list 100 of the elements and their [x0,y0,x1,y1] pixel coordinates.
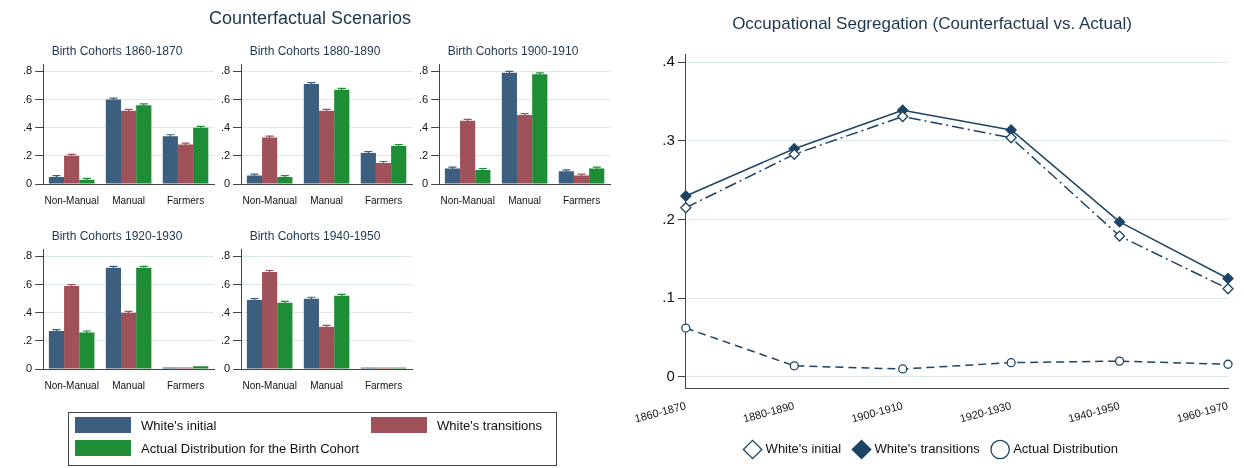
bar [517,115,533,184]
bar [319,326,335,369]
point [789,361,799,371]
bar [532,74,548,184]
y-tick-label: .2 [220,333,231,346]
bar [64,285,80,369]
bar [334,295,350,369]
y-tick-label: .4 [220,120,231,133]
y-tick-label: 0 [666,366,675,384]
y-tick-label: .6 [220,92,231,105]
chart-title: Birth Cohorts 1900-1910 [447,43,579,58]
bar [303,84,319,184]
x-tick-label: Farmers [166,194,205,206]
bar [444,168,461,184]
bar [105,267,121,369]
x-tick-label: Farmers [166,379,205,391]
point [1223,359,1233,369]
y-tick-label: 0 [224,177,231,190]
bar [193,127,209,184]
x-tick-label: Farmers [364,194,403,206]
x-tick-label: Manual [508,194,541,206]
chart-title: Birth Cohorts 1940-1950 [249,228,381,243]
bar [136,105,152,184]
x-tick-label: Manual [310,194,343,206]
y-tick-label: .4 [220,305,231,318]
bar [303,298,319,369]
bar [375,162,392,184]
legend-label: White's initial [765,441,842,457]
y-tick-label: .6 [220,277,231,290]
x-tick-label: Non-Manual [44,194,99,206]
point [1005,132,1017,144]
x-tick-label: Manual [310,379,343,391]
legend-label: White's initial [141,417,217,433]
bar [193,366,209,369]
bar [319,110,335,184]
bar [475,169,491,184]
y-tick-label: .1 [662,288,675,306]
bar [391,146,407,184]
y-tick-label: .6 [22,92,33,105]
y-tick-label: .8 [22,64,33,77]
y-tick-label: .6 [418,92,429,105]
bar [177,144,194,184]
point [898,364,908,374]
bar [334,89,350,184]
chart-title: Birth Cohorts 1860-1870 [51,43,183,58]
y-tick-label: .4 [22,120,33,133]
point [1006,358,1016,368]
y-tick-label: .2 [22,148,33,161]
bar [501,72,517,184]
bar [136,267,152,369]
chart-title: Birth Cohorts 1880-1890 [249,43,381,58]
bar [277,176,293,184]
x-tick-label: Non-Manual [44,379,99,391]
y-tick-label: .8 [22,249,33,262]
y-tick-label: .2 [662,209,675,227]
point [680,202,692,214]
y-tick-label: 0 [224,362,231,375]
text: Counterfactual Scenarios [207,8,413,29]
bar [121,312,137,369]
bar [79,332,95,369]
x-tick-label: Non-Manual [242,379,297,391]
chart-title: Occupational Segregation (Counterfactual vs. Actual) [732,13,1132,33]
point [1113,230,1126,242]
bar [121,110,137,184]
point [1113,216,1126,228]
x-tick-label: Farmers [364,379,403,391]
bar [48,331,65,369]
y-tick-label: 0 [422,177,429,190]
bar [262,137,278,184]
y-tick-label: .4 [662,52,675,70]
chart-title: Birth Cohorts 1920-1930 [51,228,183,243]
y-tick-label: 0 [26,177,33,190]
y-tick-label: .2 [22,333,33,346]
point [1114,356,1125,366]
legend-label: White's transitions [874,441,981,457]
bar [105,99,121,184]
bar [162,136,178,184]
bar [360,153,376,184]
y-tick-label: .4 [22,305,33,318]
legend-label: Actual Distribution [1013,441,1118,457]
y-tick-label: .8 [220,249,231,262]
x-tick-label: Manual [112,379,145,391]
legend-label: White's transitions [437,417,543,433]
point [1222,272,1234,285]
y-tick-label: .6 [22,277,33,290]
y-tick-label: 0 [26,362,33,375]
bar [48,176,65,184]
y-tick-label: .4 [418,120,429,133]
y-tick-label: .8 [418,64,429,77]
x-tick-label: Farmers [562,194,601,206]
bar [558,171,574,184]
bar [589,168,605,184]
x-tick-label: Non-Manual [242,194,297,206]
bar [262,271,278,369]
x-tick-label: Manual [112,194,145,206]
bar [246,300,263,369]
point [1222,283,1234,295]
bar [64,155,80,184]
x-tick-label: Non-Manual [440,194,495,206]
bar [460,120,476,184]
